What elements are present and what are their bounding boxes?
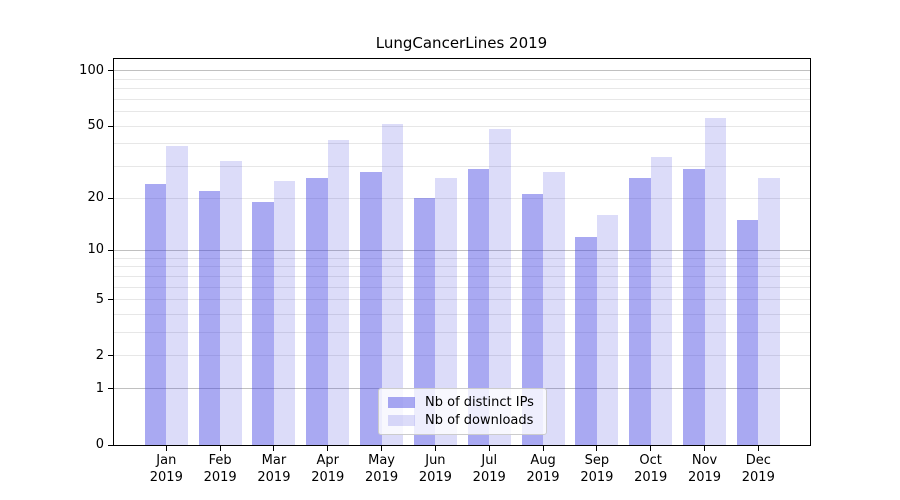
y-tick-label: 100	[79, 62, 104, 78]
x-tick	[219, 446, 221, 451]
y-tick-label: 2	[95, 347, 104, 363]
bar-distinct-ips	[629, 177, 651, 445]
y-tick-label: 1	[95, 380, 104, 396]
bar-distinct-ips	[467, 169, 490, 445]
gridline-minor	[113, 332, 810, 334]
gridline-minor	[113, 197, 810, 199]
bar-distinct-ips	[360, 171, 382, 445]
y-tick-label: 10	[87, 242, 104, 258]
bar-distinct-ips	[198, 190, 221, 445]
gridline-minor	[113, 87, 810, 89]
gridline-minor	[113, 125, 810, 127]
gridline-minor	[113, 286, 810, 288]
bar-distinct-ips	[736, 220, 759, 445]
gridline-minor	[113, 266, 810, 268]
x-tick	[596, 446, 598, 451]
bar-distinct-ips	[521, 194, 544, 445]
legend: Nb of distinct IPs Nb of downloads	[378, 388, 547, 435]
gridline-minor	[113, 313, 810, 315]
bar-downloads	[489, 129, 511, 445]
x-tick-label: Jun 2019	[418, 453, 452, 485]
legend-item: Nb of downloads	[388, 413, 537, 428]
y-tick-label: 0	[95, 437, 104, 452]
x-tick	[488, 446, 490, 451]
bar-downloads	[758, 177, 780, 445]
x-tick-label: Jul 2019	[472, 453, 506, 485]
x-tick	[704, 446, 705, 451]
gridline-minor	[113, 98, 810, 100]
bar-downloads	[596, 215, 619, 445]
x-tick-label: Apr 2019	[311, 453, 345, 485]
gridline-minor	[113, 275, 810, 277]
bar-downloads	[166, 145, 188, 445]
y-tick	[108, 299, 113, 301]
bar-distinct-ips	[575, 236, 597, 445]
legend-item: Nb of distinct IPs	[388, 395, 537, 410]
x-tick	[757, 446, 759, 451]
y-tick-label: 20	[87, 190, 104, 205]
bar-downloads	[273, 180, 296, 445]
y-tick-label: 50	[87, 118, 104, 134]
bar-distinct-ips	[413, 198, 436, 445]
y-tick	[108, 249, 113, 251]
y-tick	[108, 125, 113, 127]
bar-downloads	[435, 177, 457, 445]
x-tick-label: Aug 2019	[526, 453, 560, 485]
gridline-minor	[113, 111, 810, 112]
x-tick-label: Feb 2019	[203, 453, 237, 485]
x-tick	[434, 446, 436, 451]
gridline-minor	[113, 78, 810, 80]
gridline-minor	[113, 165, 810, 167]
gridline-minor	[113, 299, 810, 301]
legend-swatch-distinct-ips	[388, 397, 415, 408]
x-tick-label: Jan 2019	[149, 453, 183, 485]
x-tick	[273, 446, 275, 451]
bar-distinct-ips	[683, 169, 705, 445]
x-tick-label: Dec 2019	[741, 453, 775, 485]
x-tick-label: Sep 2019	[580, 453, 614, 485]
x-tick-label: Nov 2019	[687, 453, 722, 485]
bar-downloads	[650, 156, 673, 445]
bar-downloads	[327, 139, 350, 445]
x-tick	[542, 446, 544, 451]
y-tick	[108, 197, 113, 199]
bar-distinct-ips	[144, 183, 167, 445]
gridline-minor	[113, 143, 810, 145]
bar-distinct-ips	[306, 177, 328, 445]
x-tick-label: Oct 2019	[634, 453, 668, 485]
y-tick	[108, 388, 113, 390]
gridline-major	[113, 249, 810, 251]
x-tick-label: Mar 2019	[257, 453, 291, 485]
y-tick	[108, 70, 113, 72]
legend-label-distinct-ips: Nb of distinct IPs	[425, 395, 534, 410]
x-tick-label: May 2019	[365, 453, 399, 485]
x-tick	[381, 446, 383, 451]
bar-downloads	[543, 171, 565, 445]
x-tick	[650, 446, 652, 451]
x-tick	[327, 446, 329, 451]
y-tick	[108, 444, 113, 446]
y-tick-label: 5	[95, 291, 104, 307]
legend-label-downloads: Nb of downloads	[425, 413, 534, 428]
gridline-minor	[113, 355, 810, 357]
bar-distinct-ips	[252, 201, 274, 445]
bar-downloads	[220, 161, 242, 445]
chart-title: LungCancerLines 2019	[375, 34, 548, 52]
x-tick	[165, 446, 167, 451]
y-tick	[108, 355, 113, 357]
bar-downloads	[704, 118, 726, 445]
gridline-major	[113, 70, 810, 72]
gridline-minor	[113, 257, 810, 259]
bar-downloads	[381, 124, 404, 445]
legend-swatch-downloads	[388, 415, 415, 426]
